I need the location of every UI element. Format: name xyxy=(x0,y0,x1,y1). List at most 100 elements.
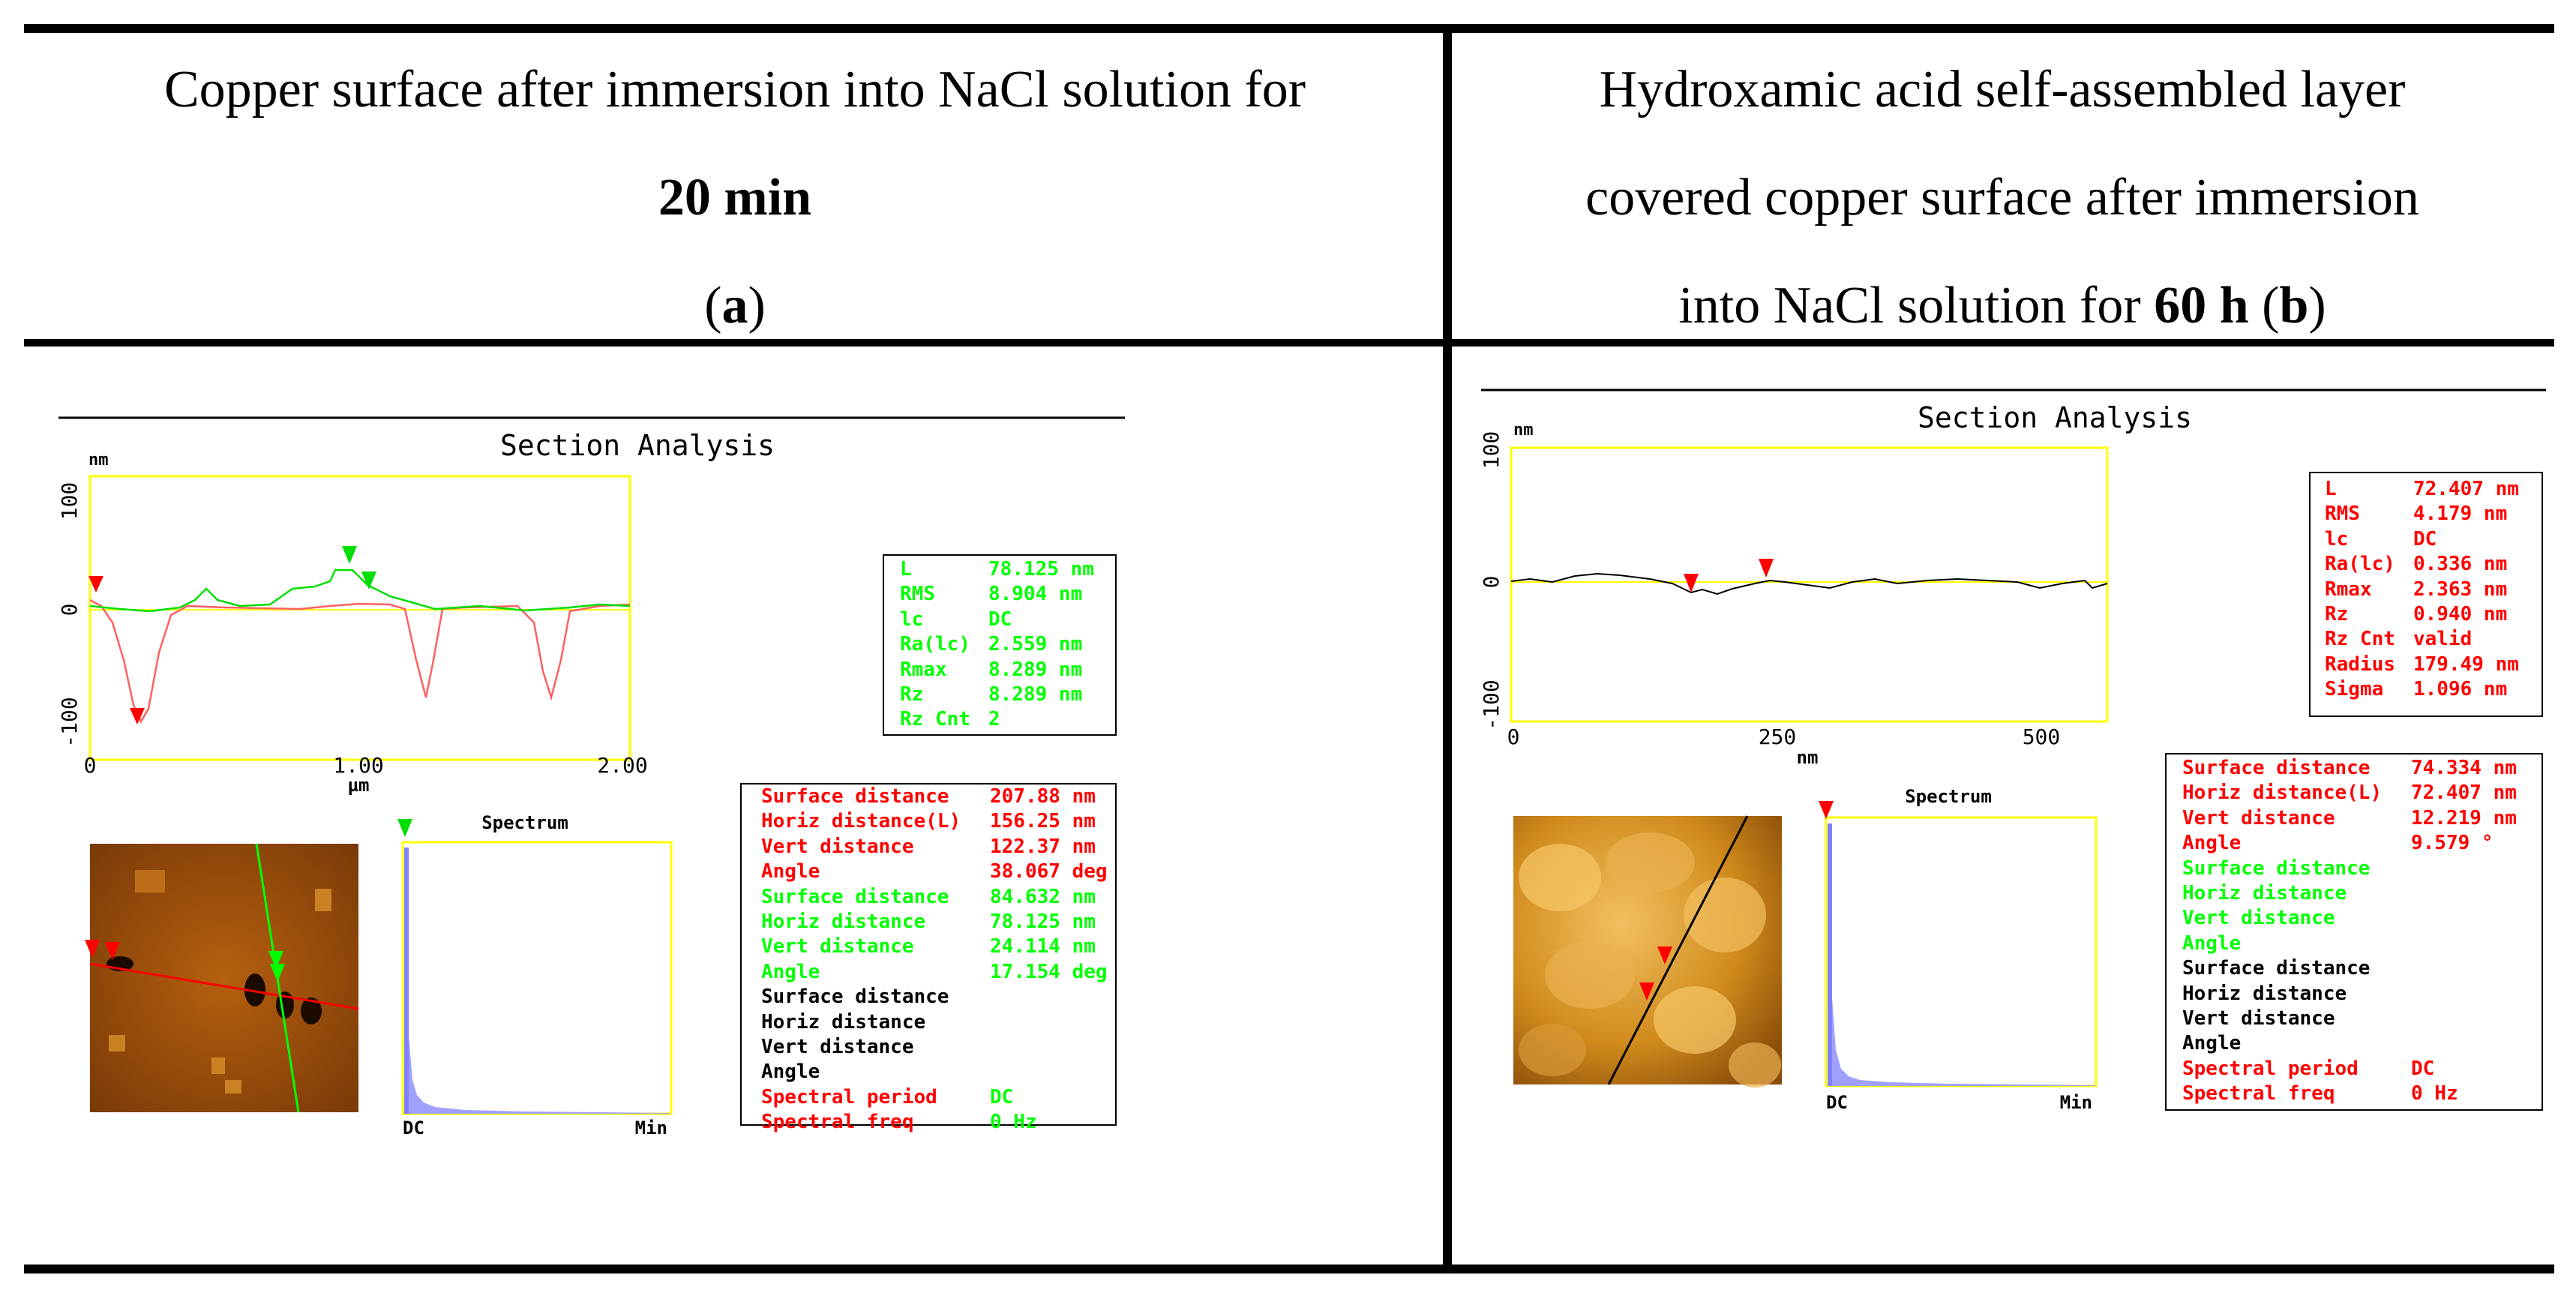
readout-row: Spectral freq 0 Hz xyxy=(761,1110,1114,1135)
readout-row: Angle xyxy=(2182,932,2541,956)
panel-a-marker-green-1 xyxy=(342,546,357,564)
right-header: Hydroxamic acid self-assembled layer cov… xyxy=(1455,36,2550,336)
readout-value: 8.289 nm xyxy=(988,682,1083,706)
readout-key: Angle xyxy=(761,860,820,884)
right-header-line2: covered copper surface after immersion xyxy=(1585,169,2419,226)
panel-b-ytick-neg100: -100 xyxy=(1479,680,1504,730)
panel-b-afm-grain xyxy=(1605,832,1695,892)
panel-b-marker-red-1 xyxy=(1684,574,1699,592)
panel-a-profile-green xyxy=(89,568,631,613)
panel-b-figure: Section Analysis nm 100 0 -100 0 250 500… xyxy=(1479,388,2546,1113)
panel-b-afm-marker-red-2 xyxy=(1639,982,1654,1000)
readout-key: Horiz distance xyxy=(761,910,926,933)
readout-value: DC xyxy=(990,1085,1014,1108)
readout-key: Horiz distance xyxy=(2182,982,2347,1005)
readout-value: 72.407 nm xyxy=(2411,782,2517,805)
left-header-line1: Copper surface after immersion into NaCl… xyxy=(163,61,1306,118)
readout-row: Horiz distance xyxy=(2182,881,2541,906)
readout-value: DC xyxy=(2411,1057,2435,1080)
panel-a-afm-marker-red-1 xyxy=(85,940,100,958)
panel-b-y-unit: nm xyxy=(1513,421,1534,440)
panel-a-marker-red-1 xyxy=(88,576,103,592)
panel-b-spectrum-title: Spectrum xyxy=(1905,786,1992,807)
readout-row: Horiz distance 78.125 nm xyxy=(761,910,1114,934)
readout-key: Surface distance xyxy=(761,986,949,1009)
readout-value: 24.114 nm xyxy=(990,935,1096,958)
readout-value: 78.125 nm xyxy=(988,558,1094,580)
table-header-rule xyxy=(24,339,2554,346)
panel-b-ytick-0: 0 xyxy=(1479,576,1504,589)
readout-value: DC xyxy=(2413,527,2437,550)
panel-a-xtick-0: 0 xyxy=(84,753,97,778)
panel-a-afm-feature xyxy=(315,889,331,911)
readout-value: 156.25 nm xyxy=(990,810,1096,833)
panel-b-stats-frame xyxy=(2309,472,2543,717)
readout-row: Surface distance xyxy=(2182,956,2541,981)
panel-a-plot-frame xyxy=(88,475,631,761)
readout-row: Horiz distance xyxy=(2182,982,2541,1006)
readout-row: Angle xyxy=(761,1060,1114,1084)
panel-b-title: Section Analysis xyxy=(1918,401,2192,434)
readout-row: Surface distance xyxy=(2182,856,2541,881)
readout-key: Sigma xyxy=(2325,678,2384,701)
readout-value: 72.407 nm xyxy=(2413,478,2519,500)
panel-a-afm-pit xyxy=(244,974,265,1006)
readout-key: RMS xyxy=(2325,502,2360,526)
readout-key: L xyxy=(2325,478,2337,500)
readout-row: Vert distance xyxy=(2182,906,2541,931)
readout-key: Horiz distance xyxy=(2182,881,2347,904)
readout-row: Horiz distance(L) 72.407 nm xyxy=(2182,781,2541,806)
readout-key: Spectral period xyxy=(761,1085,937,1108)
panel-a-afm-section-red xyxy=(89,962,359,1010)
readout-key: Angle xyxy=(761,960,820,983)
readout-key: Surface distance xyxy=(761,885,949,908)
panel-a-measure-frame xyxy=(740,783,1117,1126)
readout-key: Vert distance xyxy=(761,835,914,858)
readout-value: 1.096 nm xyxy=(2413,678,2508,701)
panel-b-plot-frame xyxy=(1510,446,2109,723)
readout-row: Rmax 8.289 nm xyxy=(900,658,1114,682)
left-header-line2: 20 min xyxy=(658,169,812,226)
panel-a-measure-box: Surface distance 207.88 nm Horiz distance(… xyxy=(761,784,1114,1144)
panel-a-y-unit: nm xyxy=(88,451,109,470)
panel-b-stats-box: L 72.407 nm RMS 4.179 nm lc DC Ra(lc) 0.336 nm R… xyxy=(2325,477,2541,710)
readout-key: Ra(lc) xyxy=(2325,553,2395,576)
readout-key: Vert distance xyxy=(761,1035,914,1058)
panel-a-afm-feature xyxy=(135,870,165,892)
readout-row: Angle xyxy=(2182,1031,2541,1056)
readout-value: 8.904 nm xyxy=(988,583,1083,606)
readout-row: lc DC xyxy=(2325,527,2541,552)
readout-key: Surface distance xyxy=(2182,757,2371,779)
readout-value: 84.632 nm xyxy=(990,885,1096,908)
panel-b-spectrum-dc: DC xyxy=(1826,1092,1848,1113)
readout-row: Surface distance xyxy=(761,985,1114,1010)
readout-key: Rz Cnt xyxy=(900,708,970,731)
readout-key: Rz Cnt xyxy=(2325,628,2395,651)
readout-value: valid xyxy=(2413,628,2473,651)
readout-key: Vert distance xyxy=(2182,806,2335,830)
readout-key: RMS xyxy=(900,583,935,606)
readout-key: Horiz distance(L) xyxy=(2182,782,2383,805)
panel-b-profile xyxy=(1510,572,2108,596)
panel-a-afm-feature xyxy=(225,1080,241,1094)
readout-key: Horiz distance xyxy=(761,1010,926,1034)
readout-row: Spectral freq 0 Hz xyxy=(2182,1082,2541,1106)
readout-value: 0 Hz xyxy=(2411,1082,2458,1106)
readout-key: L xyxy=(900,558,912,580)
readout-row: L 78.125 nm xyxy=(900,557,1114,582)
readout-key: Angle xyxy=(761,1060,820,1084)
readout-value: 179.49 nm xyxy=(2413,652,2519,676)
readout-key: lc xyxy=(2325,527,2349,550)
panel-a-afm-feature xyxy=(211,1058,225,1074)
readout-key: Angle xyxy=(2182,932,2242,955)
panel-a-spectrum-bar xyxy=(404,848,409,1114)
readout-key: Rz xyxy=(900,682,924,706)
readout-value: 8.289 nm xyxy=(988,658,1083,681)
readout-row: Radius 179.49 nm xyxy=(2325,652,2541,677)
panel-b-ytick-100: 100 xyxy=(1479,431,1504,470)
panel-b-afm-grain xyxy=(1519,1024,1586,1076)
readout-key: Spectral freq xyxy=(761,1111,914,1134)
readout-key: Spectral freq xyxy=(2182,1082,2335,1106)
readout-value: DC xyxy=(988,608,1012,631)
panel-b-xtick-2: 500 xyxy=(2023,724,2061,749)
